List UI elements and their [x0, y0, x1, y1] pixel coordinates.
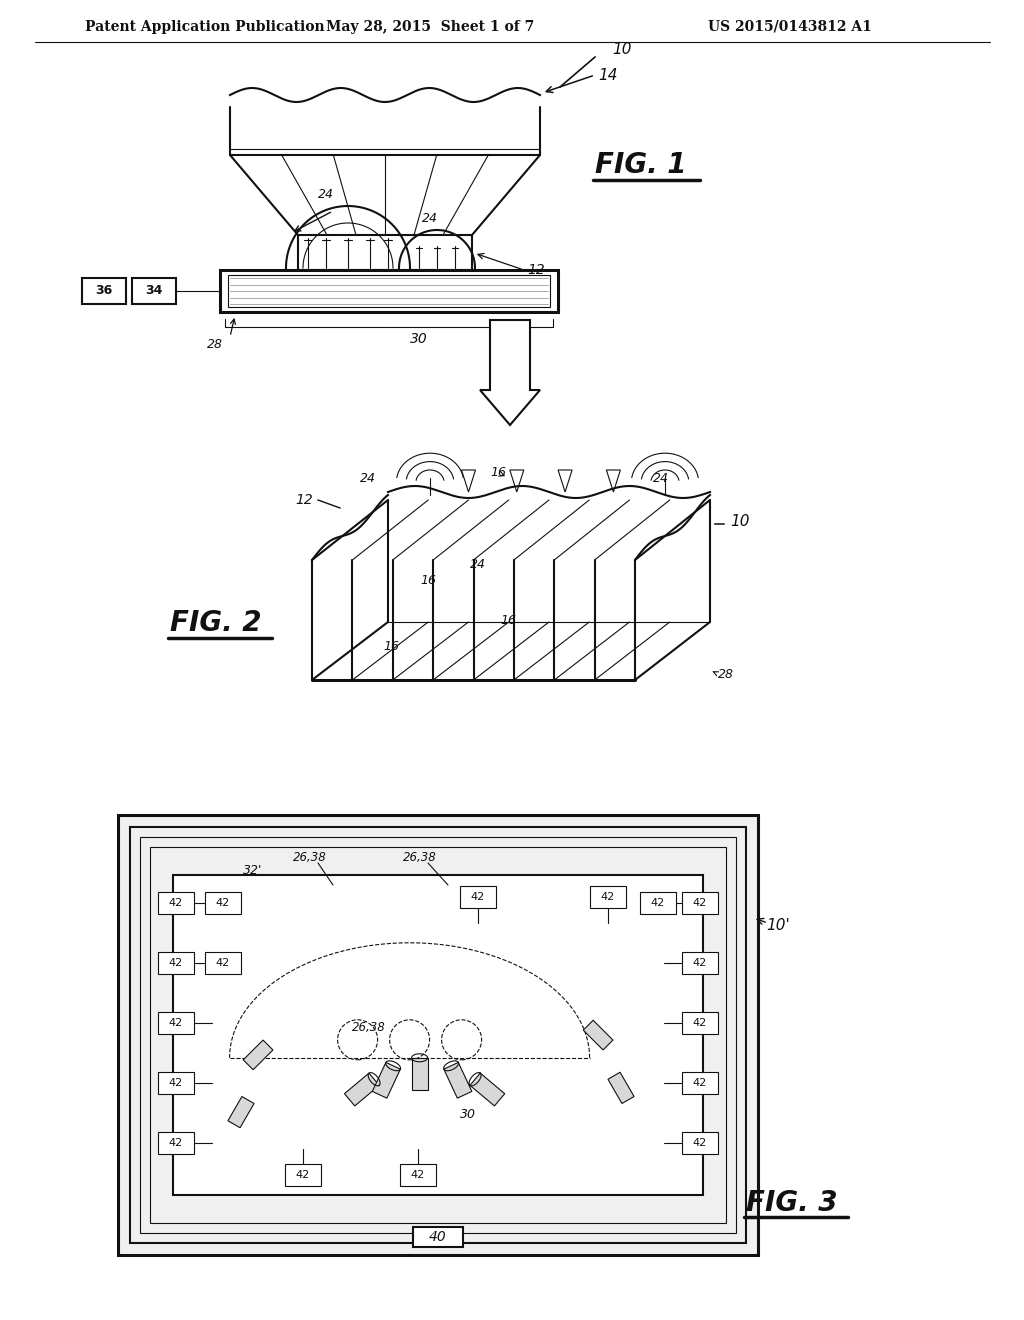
Bar — [130, 828, 746, 1243]
Polygon shape — [584, 1020, 613, 1049]
Polygon shape — [412, 1057, 428, 1090]
Text: 30: 30 — [460, 1109, 475, 1121]
Text: 28: 28 — [207, 338, 223, 351]
Text: 16: 16 — [420, 573, 436, 586]
Text: 26,38: 26,38 — [351, 1022, 385, 1035]
Text: 10': 10' — [766, 917, 790, 932]
Bar — [158, 1133, 194, 1154]
Text: 12: 12 — [527, 263, 545, 277]
Text: 42: 42 — [169, 958, 183, 968]
Text: 42: 42 — [411, 1170, 425, 1180]
Polygon shape — [608, 1072, 634, 1104]
Text: 42: 42 — [471, 892, 485, 902]
Text: FIG. 3: FIG. 3 — [746, 1189, 838, 1217]
Text: US 2015/0143812 A1: US 2015/0143812 A1 — [708, 20, 872, 34]
Bar — [205, 952, 241, 974]
Bar — [682, 1072, 718, 1094]
Bar — [82, 279, 126, 304]
Bar — [682, 1133, 718, 1154]
Text: May 28, 2015  Sheet 1 of 7: May 28, 2015 Sheet 1 of 7 — [326, 20, 535, 34]
Bar — [682, 952, 718, 974]
Bar — [158, 1072, 194, 1094]
Polygon shape — [373, 1063, 400, 1098]
Text: 42: 42 — [693, 1018, 708, 1028]
Text: 24: 24 — [653, 471, 669, 484]
Text: 24: 24 — [422, 211, 438, 224]
Text: 42: 42 — [216, 958, 230, 968]
Text: 32': 32' — [243, 863, 262, 876]
Polygon shape — [344, 1073, 379, 1106]
Bar — [400, 1164, 436, 1185]
Text: 42: 42 — [693, 898, 708, 908]
Bar — [682, 1012, 718, 1034]
Bar — [640, 892, 676, 913]
Text: 36: 36 — [95, 285, 113, 297]
Bar — [413, 1228, 463, 1247]
Text: 42: 42 — [216, 898, 230, 908]
Bar — [158, 1012, 194, 1034]
Text: 42: 42 — [169, 1138, 183, 1148]
Text: FIG. 2: FIG. 2 — [170, 609, 261, 638]
Polygon shape — [244, 1040, 273, 1069]
Text: 12: 12 — [295, 492, 312, 507]
Text: 16: 16 — [490, 466, 506, 479]
Bar — [173, 875, 703, 1195]
Text: 14: 14 — [598, 67, 617, 82]
Bar — [158, 892, 194, 913]
Polygon shape — [470, 1073, 505, 1106]
Bar — [150, 847, 726, 1224]
Text: Patent Application Publication: Patent Application Publication — [85, 20, 325, 34]
Text: 42: 42 — [169, 1078, 183, 1088]
Text: 40: 40 — [429, 1230, 446, 1243]
Text: 42: 42 — [169, 1018, 183, 1028]
Text: FIG. 1: FIG. 1 — [595, 150, 686, 180]
Text: 10: 10 — [612, 42, 632, 58]
Text: 16: 16 — [383, 640, 399, 653]
Bar — [158, 952, 194, 974]
Text: 42: 42 — [296, 1170, 310, 1180]
Polygon shape — [480, 319, 540, 425]
Text: 10: 10 — [730, 515, 750, 529]
Text: 26,38: 26,38 — [293, 850, 327, 863]
Bar — [132, 279, 176, 304]
Polygon shape — [443, 1063, 472, 1098]
Text: 42: 42 — [601, 892, 615, 902]
Bar — [220, 271, 558, 312]
Text: 42: 42 — [651, 898, 666, 908]
Text: 42: 42 — [169, 898, 183, 908]
Bar — [682, 892, 718, 913]
Text: 24: 24 — [470, 558, 486, 572]
Polygon shape — [228, 1097, 254, 1127]
Text: 16: 16 — [500, 614, 516, 627]
Text: 42: 42 — [693, 958, 708, 968]
Text: 24: 24 — [360, 471, 376, 484]
Text: 24: 24 — [318, 187, 334, 201]
Bar — [228, 275, 550, 308]
Bar — [285, 1164, 321, 1185]
Bar — [118, 814, 758, 1255]
Bar — [205, 892, 241, 913]
Text: 26,38: 26,38 — [403, 850, 437, 863]
Text: 30: 30 — [411, 333, 428, 346]
Text: 34: 34 — [145, 285, 163, 297]
Bar — [590, 886, 626, 908]
Text: 42: 42 — [693, 1078, 708, 1088]
Bar — [140, 837, 736, 1233]
Text: 28: 28 — [718, 668, 734, 681]
Text: 42: 42 — [693, 1138, 708, 1148]
Bar — [460, 886, 496, 908]
